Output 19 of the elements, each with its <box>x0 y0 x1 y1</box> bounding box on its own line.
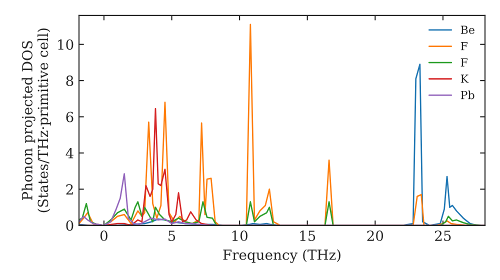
x-axis-title: Frequency (THz) <box>223 249 340 263</box>
y-tick-label: 8 <box>66 76 74 86</box>
x-tick-label: 10 <box>232 230 248 242</box>
y-axis-title: Phonon projected DOS (States/THz·primitive cell) <box>22 28 51 212</box>
x-tick-label: 20 <box>367 230 384 242</box>
y-tick-label: 10 <box>58 39 74 50</box>
legend-label: Be <box>460 26 474 34</box>
legend-label: K <box>460 74 469 83</box>
y-tick-label: 4 <box>66 148 74 158</box>
legend-label: F <box>460 58 468 66</box>
y-tick-label: 0 <box>66 220 74 231</box>
y-tick-label: 6 <box>66 112 74 122</box>
x-tick-label: 15 <box>300 230 316 242</box>
x-tick-label: 5 <box>168 230 176 242</box>
y-tick-label: 2 <box>66 184 73 194</box>
x-tick-label: 0 <box>100 230 108 242</box>
legend-label: F <box>460 42 468 50</box>
legend-label: Pb <box>460 90 474 100</box>
x-tick-label: 25 <box>435 230 451 242</box>
